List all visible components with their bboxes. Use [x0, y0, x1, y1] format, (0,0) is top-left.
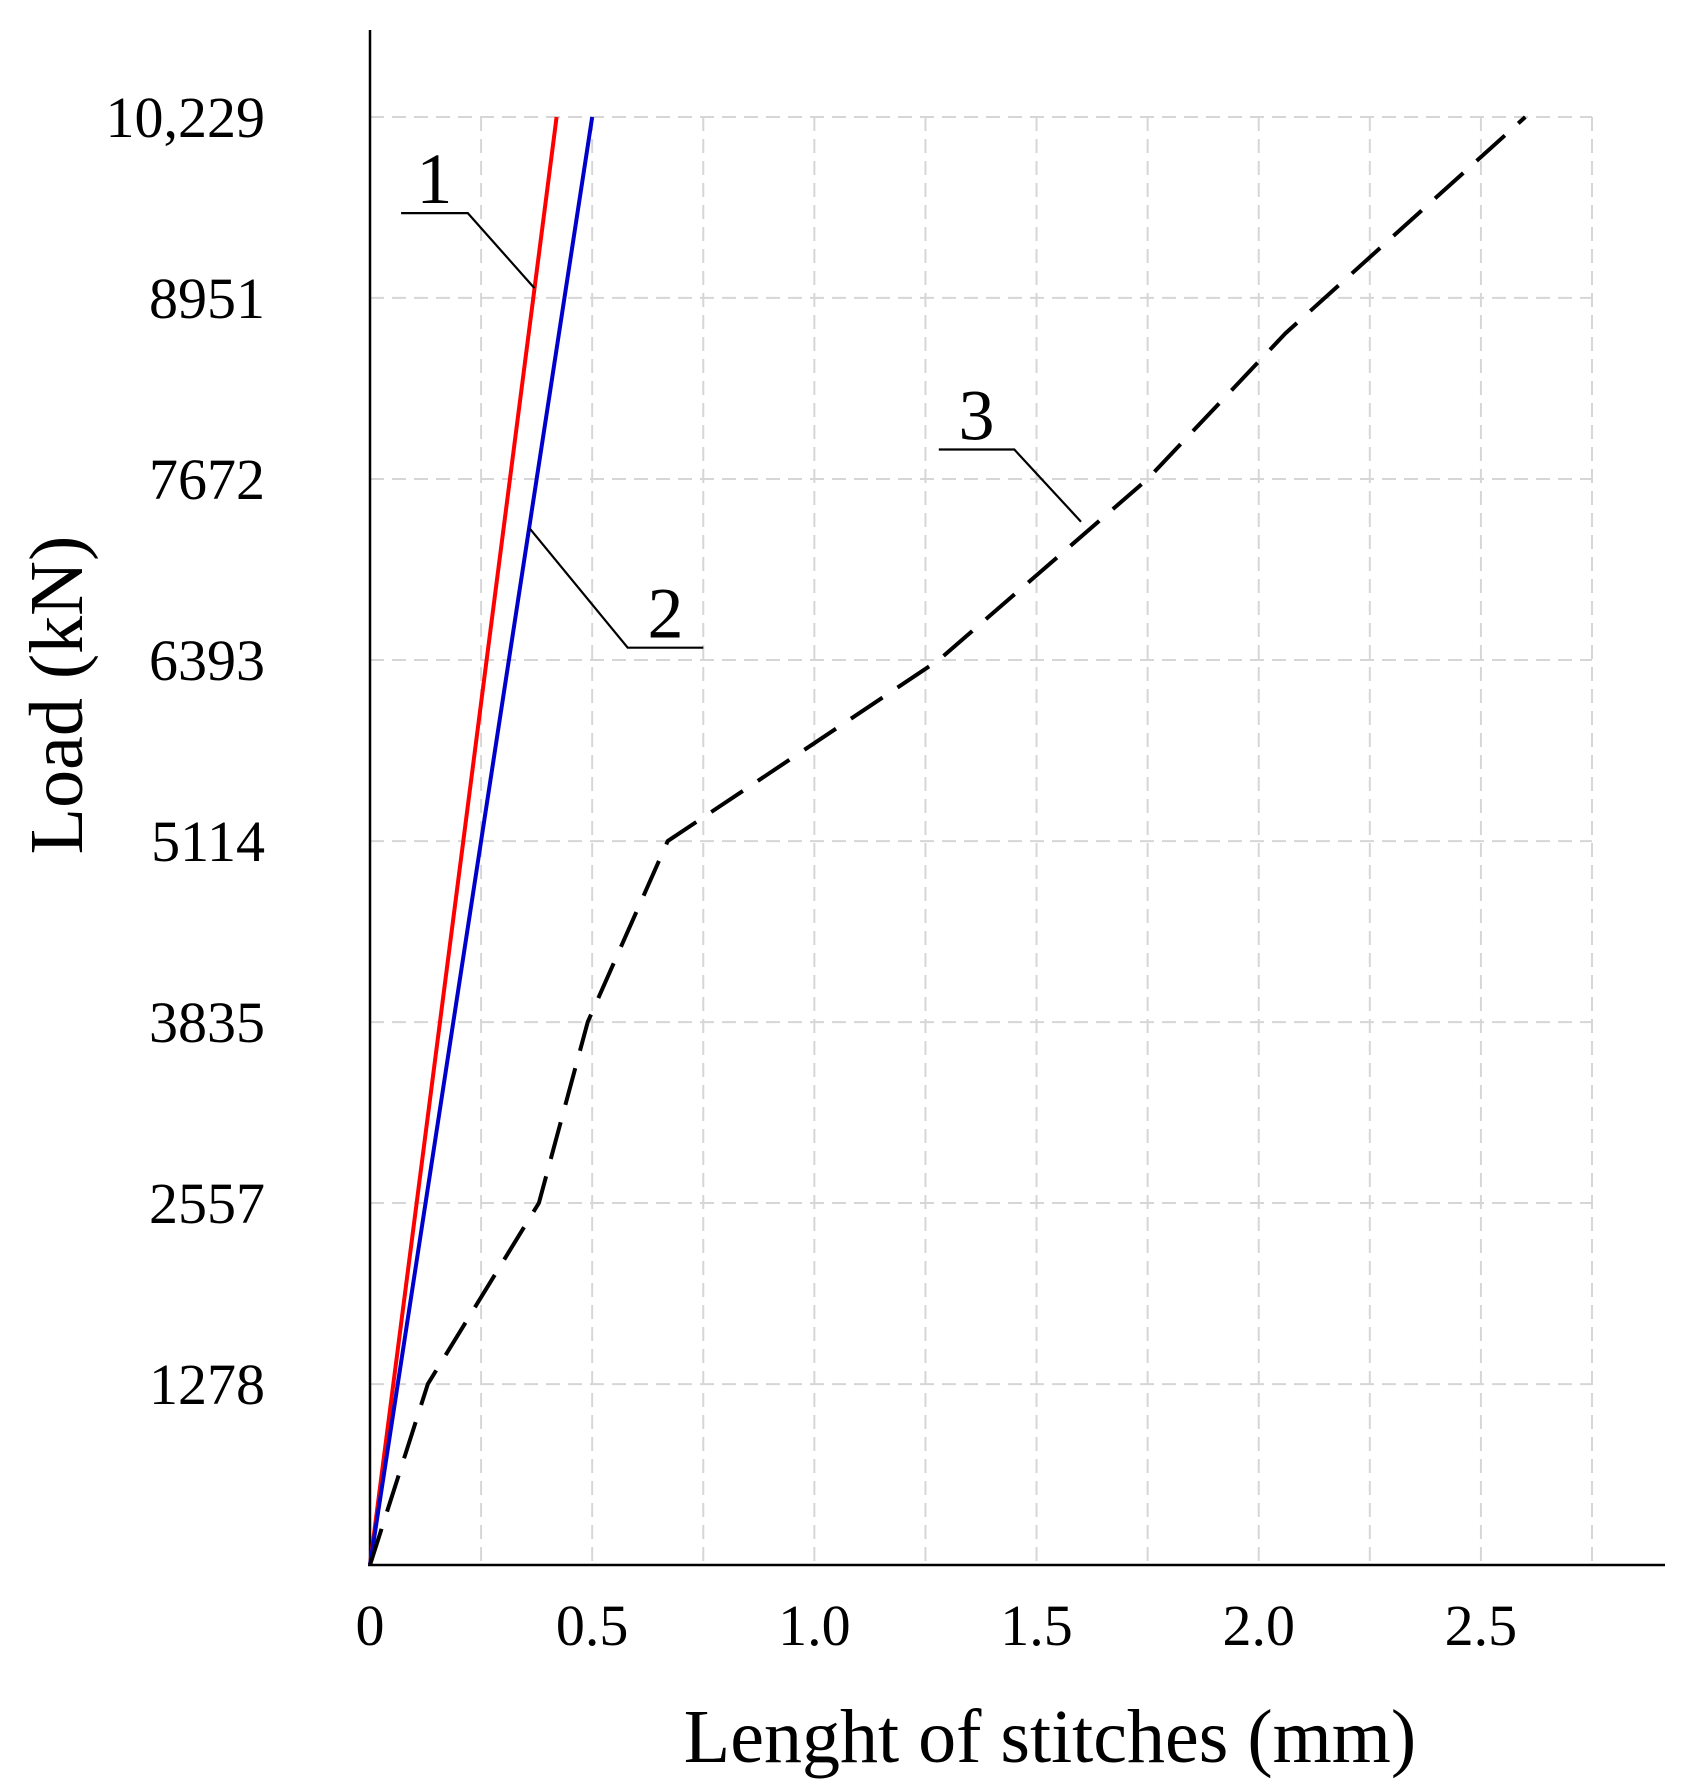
- x-tick-labels: 0 0.5 1.0 1.5 2.0 2.5: [356, 1593, 1518, 1658]
- callout-label-1: 1: [416, 139, 452, 219]
- y-tick-label: 8951: [149, 266, 265, 331]
- x-tick-label: 0: [356, 1593, 385, 1658]
- series-3-line: [368, 115, 1527, 1566]
- y-tick-label: 3835: [149, 990, 265, 1055]
- y-tick-label: 7672: [149, 447, 265, 512]
- grid: [370, 116, 1593, 1565]
- callouts: 1 2 3: [401, 139, 1082, 654]
- callout-leader-3: [938, 448, 1082, 523]
- axes: [368, 30, 1665, 1567]
- y-tick-label: 5114: [151, 809, 265, 874]
- y-tick-label: 10,229: [106, 85, 266, 150]
- y-tick-label: 2557: [149, 1171, 265, 1236]
- y-tick-labels: 1278 2557 3835 5114 6393 7672 8951 10,229: [106, 85, 266, 1417]
- series-2-line: [368, 116, 595, 1566]
- y-tick-label: 1278: [149, 1352, 265, 1417]
- x-axis-title: Lenght of stitches (mm): [684, 1695, 1416, 1779]
- y-tick-label: 6393: [149, 628, 265, 693]
- x-tick-label: 2.5: [1445, 1593, 1518, 1658]
- y-axis-title: Load (kN): [15, 536, 99, 855]
- x-tick-label: 1.0: [778, 1593, 851, 1658]
- callout-leader-2: [529, 528, 704, 649]
- series-1-line: [368, 116, 559, 1566]
- callout-label-2: 2: [648, 574, 684, 654]
- callout-leader-1: [401, 212, 536, 289]
- callout-label-3: 3: [959, 376, 995, 456]
- x-tick-label: 0.5: [556, 1593, 629, 1658]
- series-group: [368, 115, 1527, 1566]
- x-tick-label: 2.0: [1222, 1593, 1295, 1658]
- x-tick-label: 1.5: [1000, 1593, 1073, 1658]
